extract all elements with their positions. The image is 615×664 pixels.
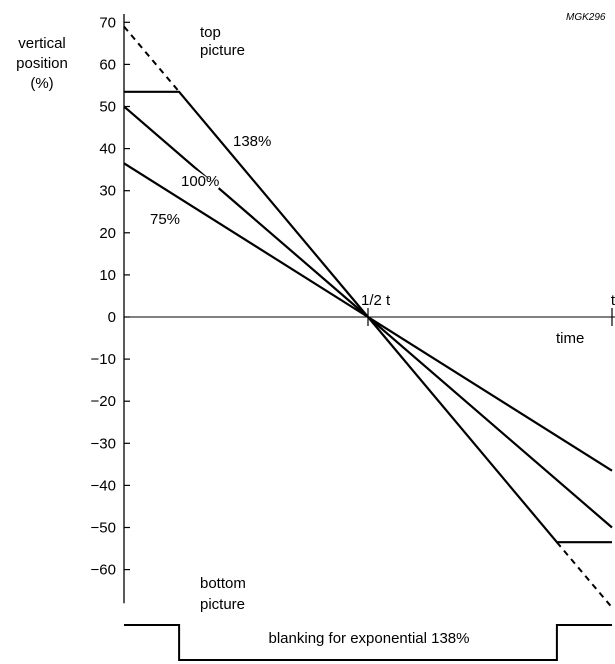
y-tick-label: −30	[91, 435, 116, 452]
x-tick-label: 1/2 t	[361, 292, 391, 309]
y-tick-label: −10	[91, 351, 116, 368]
blanking-label: blanking for exponential 138%	[269, 630, 470, 647]
y-tick-label: −40	[91, 477, 116, 494]
blanking-signal	[124, 624, 612, 661]
bottom-region-label-line-2: picture	[200, 596, 245, 613]
y-tick-label: −20	[91, 393, 116, 410]
y-tick-label: 30	[99, 183, 116, 200]
y-axis: 70 60 50 40 30 20 10 0 −10 −20 −30 −40 −50 −60	[91, 14, 130, 604]
y-tick-label: 70	[99, 14, 116, 31]
y-tick-label: −60	[91, 562, 116, 579]
y-tick-label: 20	[99, 225, 116, 242]
top-region-label-line-1: top	[200, 24, 221, 41]
series-lines	[123, 25, 613, 609]
dashed-extension-1	[123, 25, 180, 93]
annotations: picture	[200, 596, 245, 613]
series-label-75: 75%	[150, 211, 180, 228]
y-tick-label: 60	[99, 56, 116, 73]
y-tick-label: 40	[99, 141, 116, 158]
y-tick-label: 10	[99, 267, 116, 284]
blanking-pulse-line	[124, 624, 612, 661]
y-tick-label: 0	[108, 309, 116, 326]
x-tick-label: t	[611, 292, 615, 309]
series-label-100: 100%	[181, 173, 219, 190]
series-line-75	[123, 162, 613, 472]
y-axis-title-line-1: vertical	[18, 35, 66, 52]
bottom-region-label-line-1: bottom	[200, 575, 246, 592]
y-axis-title-line-2: position	[16, 55, 68, 72]
figure-code: MGK296	[566, 12, 606, 23]
dashed-extension-2	[556, 541, 613, 609]
series-label-138: 138%	[233, 133, 271, 150]
y-tick-label: −50	[91, 520, 116, 537]
series-label-gap	[189, 167, 220, 192]
y-axis-title-line-3: (%)	[30, 75, 53, 92]
top-region-label-line-2: picture	[200, 42, 245, 59]
x-axis-title: time	[556, 330, 584, 347]
x-axis: 1/2 t t	[124, 292, 615, 326]
y-tick-label: 50	[99, 99, 116, 116]
